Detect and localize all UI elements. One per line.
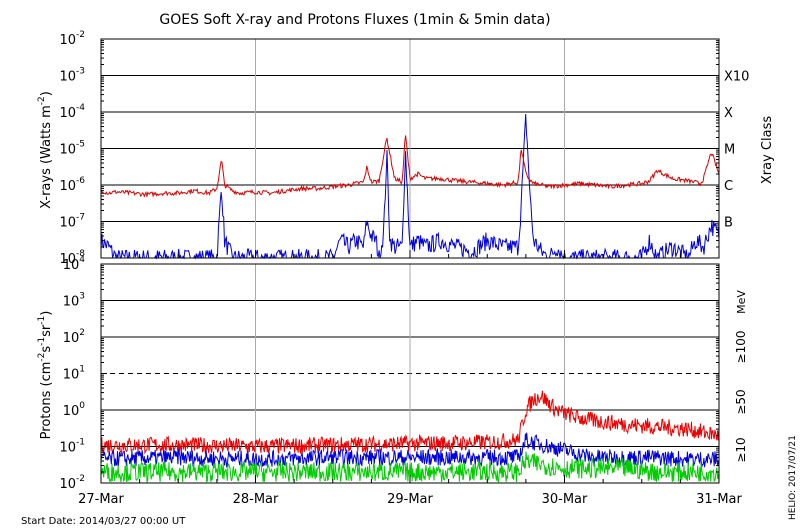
energy-label: ≥100 (734, 331, 748, 364)
x-tick-label: 28-Mar (233, 492, 279, 507)
xray-tick-label: 10-8 (59, 249, 85, 267)
xray-class-label: X10 (724, 70, 749, 85)
proton-tick-label: 103 (63, 292, 85, 310)
x-tick-label: 29-Mar (387, 492, 433, 507)
credit-label: HELIO: 2017/07/21 (788, 435, 798, 520)
proton-tick-label: 10-2 (59, 474, 85, 492)
proton-tick-label: 10-1 (59, 438, 85, 456)
energy-unit-label: MeV (735, 290, 748, 314)
xray-tick-label: 10-7 (59, 213, 85, 231)
xray-tick-label: 10-2 (59, 30, 85, 48)
x-tick-label: 27-Mar (78, 492, 124, 507)
xray-tick-label: 10-5 (59, 140, 85, 158)
start-date-label: Start Date: 2014/03/27 00:00 UT (21, 516, 186, 527)
energy-label: ≥10 (734, 437, 748, 462)
xray-y-axis-label: X-rays (Watts m-2) (37, 91, 54, 209)
proton-series-group (100, 390, 720, 484)
xray-class-label: C (724, 179, 733, 194)
xray-class-labels: X10 X M C B (724, 70, 749, 231)
proton-tick-label: 100 (63, 401, 86, 419)
xray-tick-label: 10-6 (59, 176, 85, 194)
energy-labels: ≥100 ≥50 ≥10 (734, 331, 748, 463)
xray-class-label: X (724, 106, 733, 121)
xray-tick-label: 10-3 (59, 67, 85, 85)
x-tick-label: 30-Mar (542, 492, 588, 507)
xray-class-title: Xray Class (760, 116, 775, 184)
xray-panel-grid (101, 38, 719, 259)
xray-class-label: B (724, 216, 733, 231)
xray-class-label: M (724, 143, 735, 158)
proton-y-axis-label: Protons (cm-2s-1sr-1) (37, 311, 54, 440)
proton-panel-grid (101, 263, 719, 484)
proton-tick-label: 104 (63, 255, 86, 273)
proton-tick-label: 102 (63, 328, 85, 346)
xray-long-series (100, 135, 720, 198)
proton-10mev-series (100, 390, 720, 455)
proton-tick-label: 101 (63, 365, 85, 383)
xray-tick-label: 10-4 (59, 103, 85, 121)
energy-label: ≥50 (734, 389, 748, 414)
x-axis: 27-Mar 28-Mar 29-Mar 30-Mar 31-Mar (78, 250, 743, 507)
xray-y-axis: 10-2 10-3 10-4 10-5 10-6 10-7 10-8 (59, 30, 719, 267)
x-tick-label: 31-Mar (696, 492, 742, 507)
proton-100mev-series (100, 451, 720, 484)
chart-title: GOES Soft X-ray and Protons Fluxes (1min… (159, 12, 550, 28)
